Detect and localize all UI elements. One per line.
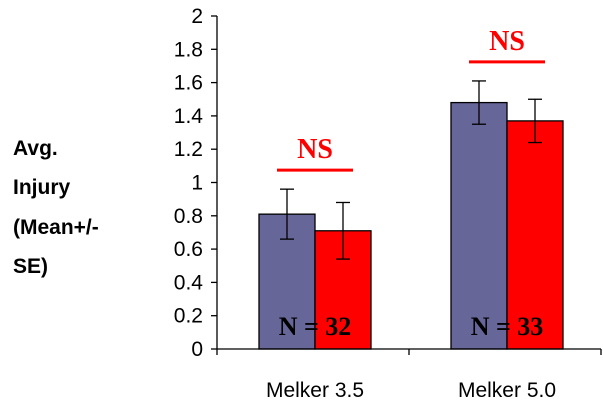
- error-bars: [280, 80, 542, 260]
- annotations: N = 32 N = 33 NS NS: [277, 26, 545, 341]
- y-tick-label: 0.6: [174, 238, 203, 261]
- y-axis-label-line: Avg.: [13, 137, 58, 160]
- y-axis-label-line: (Mean+/-: [13, 216, 99, 239]
- y-tick-label: 0.2: [174, 305, 203, 328]
- sample-size-label: N = 33: [471, 312, 544, 341]
- y-tick-label: 1.4: [174, 105, 204, 128]
- y-tick-label: 0.8: [174, 205, 203, 228]
- bar-series-1-2: [450, 101, 508, 350]
- y-tick-label: 1.6: [174, 72, 203, 95]
- bar-series-2-2: [506, 120, 564, 350]
- x-category-label: Melker 3.5: [266, 379, 364, 402]
- y-tick-label: 0.4: [174, 271, 204, 294]
- y-tick-label: 1.2: [174, 138, 203, 161]
- bars: [258, 101, 564, 350]
- y-tick-label: 0: [191, 338, 203, 361]
- x-category-label: Melker 5.0: [458, 379, 556, 402]
- sample-size-label: N = 32: [279, 312, 352, 341]
- y-axis-label-line: Injury: [13, 176, 70, 199]
- y-axis-label: Avg. Injury (Mean+/- SE): [13, 137, 99, 278]
- y-axis-label-line: SE): [13, 255, 48, 278]
- y-tick-label: 2: [191, 5, 203, 28]
- y-tick-label: 1: [191, 172, 203, 195]
- axes: [216, 16, 602, 355]
- significance-label: NS: [489, 26, 525, 57]
- y-tick-label: 1.8: [174, 38, 203, 61]
- significance-label: NS: [297, 134, 333, 165]
- y-axis-ticks: 0 0.2 0.4 0.6 0.8 1 1.2 1.4 1.6 1.8 2: [174, 5, 217, 361]
- x-axis-labels: Melker 3.5 Melker 5.0: [266, 379, 556, 402]
